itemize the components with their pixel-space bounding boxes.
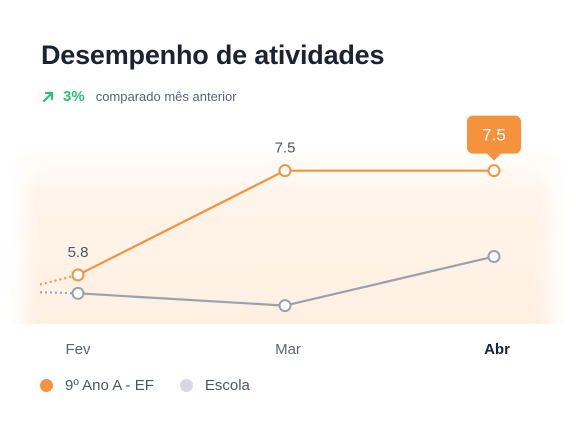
series-1-point-1[interactable] <box>278 299 292 313</box>
x-tick-label-mar: Mar <box>275 341 301 358</box>
chart-title: Desempenho de atividades <box>41 40 385 70</box>
series-0-lead-in <box>39 273 79 286</box>
arrow-up-right-icon <box>42 91 54 102</box>
legend-label: Escola <box>204 377 250 394</box>
value-callout-pointer <box>487 153 501 161</box>
trend-description: comparado mês anterior <box>95 89 237 104</box>
series-0: 5.8 7.5 7.5 <box>39 115 521 286</box>
series-0-point-2[interactable] <box>487 164 501 178</box>
legend-dot-icon <box>40 379 53 392</box>
value-callout-text: 7.5 <box>482 126 506 145</box>
series-0-data-label-1: 7.5 <box>275 140 296 157</box>
series-0-data-label-0: 5.8 <box>68 244 89 261</box>
series-0-point-1[interactable] <box>278 164 292 178</box>
x-tick-label-abr: Abr <box>484 341 510 358</box>
series-1-point-0[interactable] <box>71 286 85 300</box>
trend-summary: 3% comparado mês anterior <box>41 88 237 105</box>
series-1-point-2[interactable] <box>487 250 501 264</box>
value-callout-box <box>467 115 521 154</box>
legend-label: 9º Ano A - EF <box>65 377 154 394</box>
series-0-point-0[interactable] <box>71 268 85 282</box>
series-1 <box>39 250 501 313</box>
value-callout: 7.5 <box>467 115 521 161</box>
trend-value: 3% <box>63 88 85 105</box>
legend-dot-icon <box>179 379 193 392</box>
legend-item-0[interactable]: 9º Ano A - EF <box>40 377 154 394</box>
chart-legend: 9º Ano A - EF Escola <box>40 377 276 394</box>
legend-item-1[interactable]: Escola <box>179 377 250 394</box>
x-tick-label-fev: Fev <box>65 341 91 358</box>
